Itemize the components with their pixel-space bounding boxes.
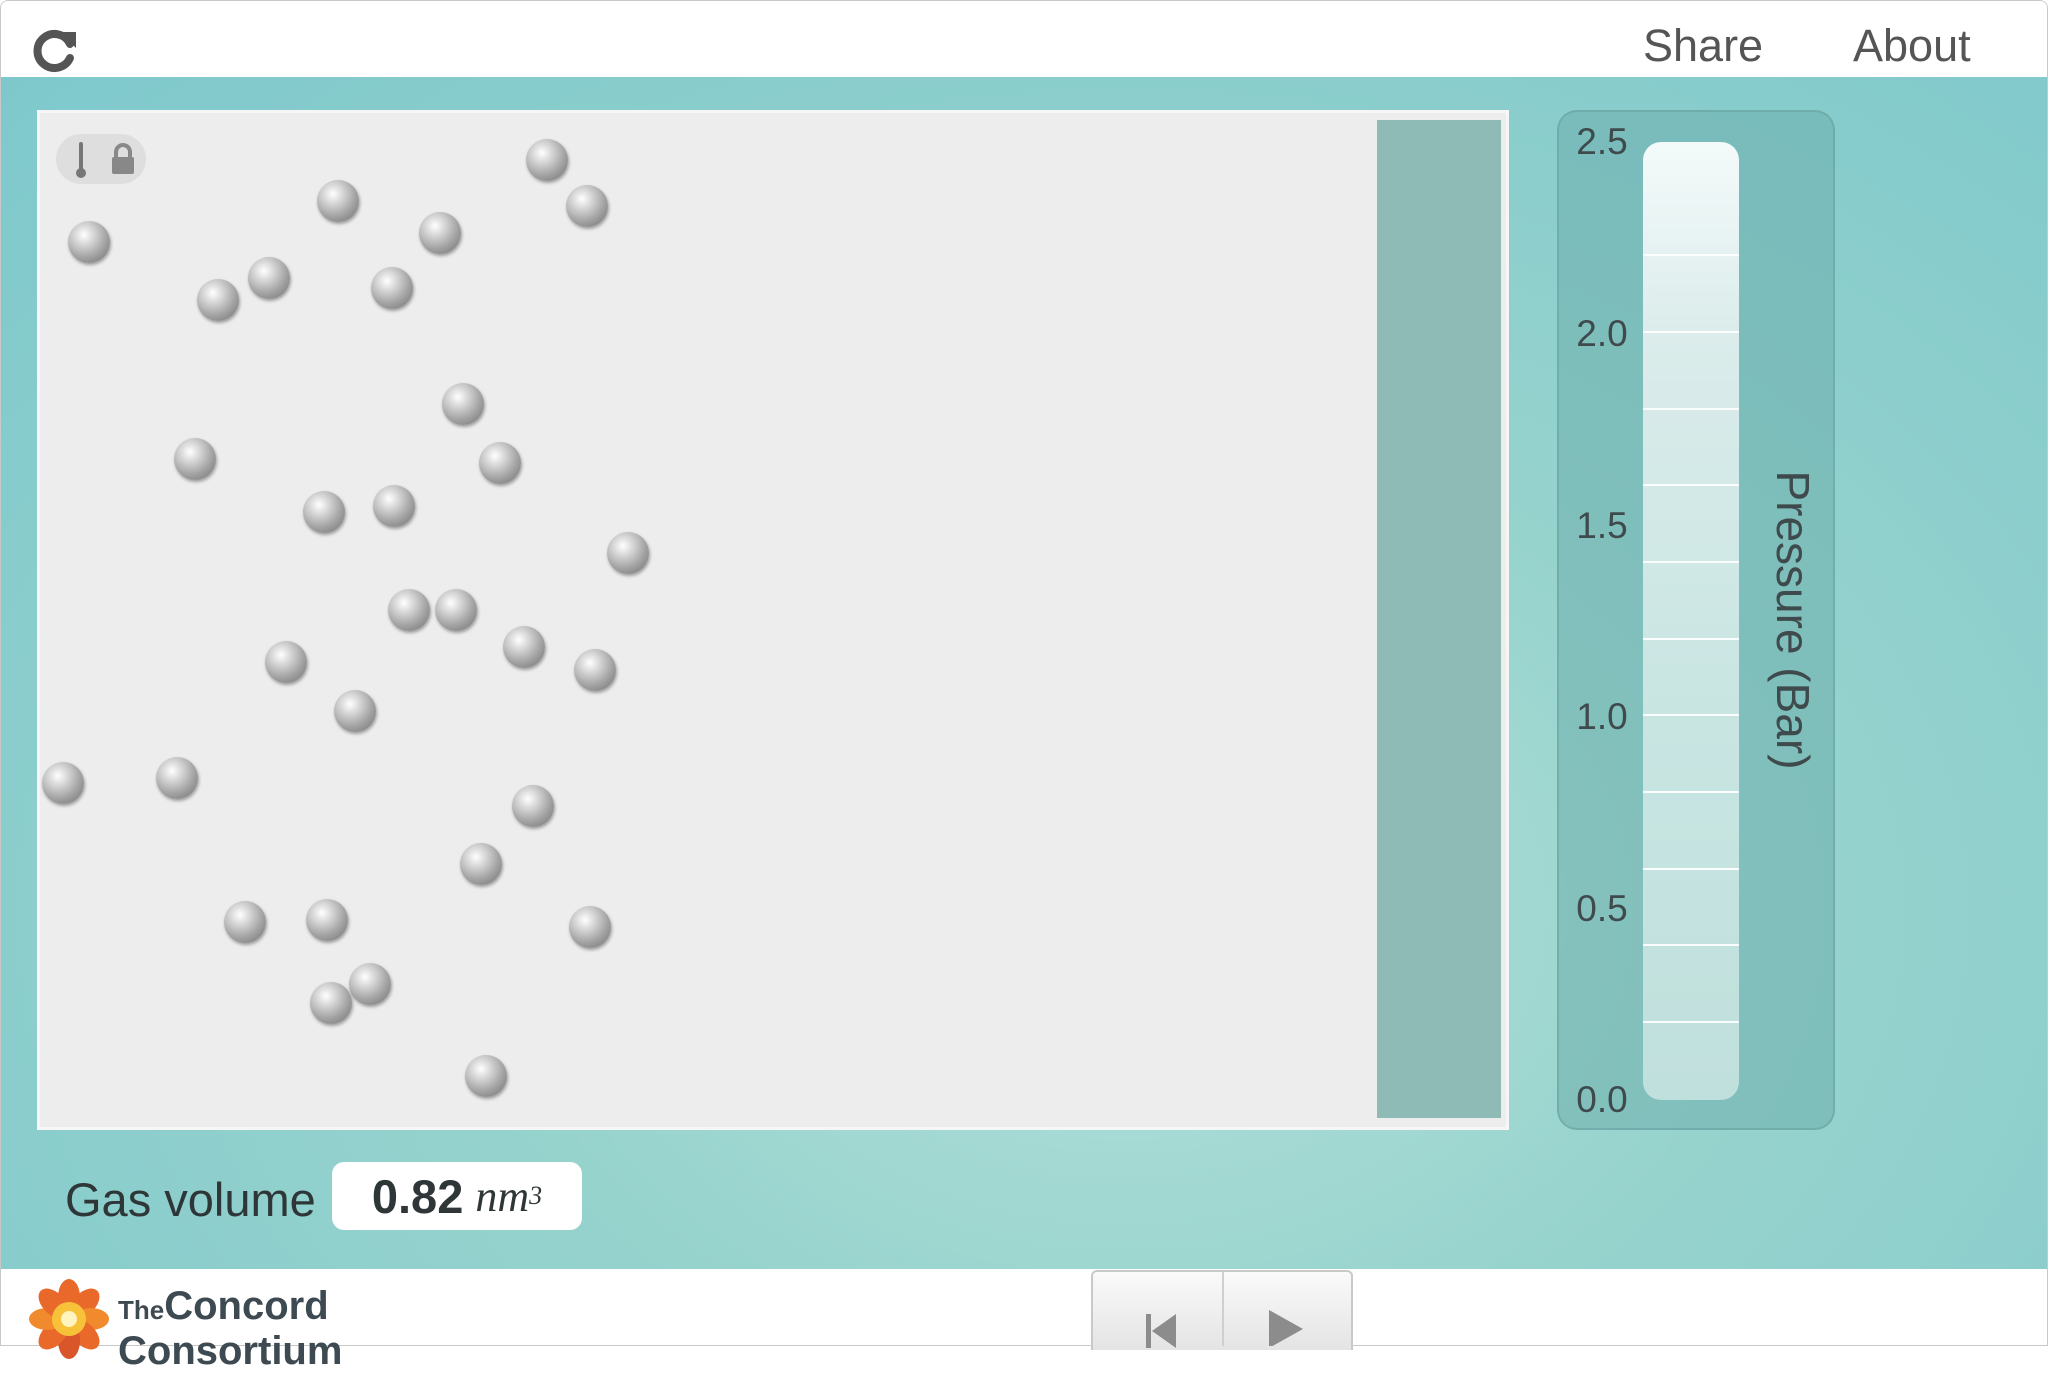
share-link[interactable]: Share xyxy=(1643,20,1764,71)
gas-particle xyxy=(317,180,359,222)
lock-icon[interactable] xyxy=(110,142,136,176)
gauge-tick-label: 2.0 xyxy=(1576,313,1628,354)
gauge-major-tick xyxy=(1643,331,1739,333)
piston[interactable] xyxy=(1377,120,1501,1118)
gas-particle xyxy=(607,532,649,574)
gas-particle xyxy=(310,982,352,1024)
gas-particle xyxy=(435,589,477,631)
gas-particle xyxy=(303,491,345,533)
gas-particle xyxy=(566,185,608,227)
gas-particle xyxy=(460,843,502,885)
gauge-minor-tick xyxy=(1643,561,1739,563)
gas-particle xyxy=(248,257,290,299)
gauge-major-tick xyxy=(1643,484,1739,486)
logo-concord: Concord xyxy=(164,1284,329,1328)
gas-particle xyxy=(465,1055,507,1097)
gas-particle xyxy=(334,690,376,732)
logo-the: The xyxy=(118,1295,165,1325)
gauge-tick-label: 1.0 xyxy=(1576,696,1628,737)
concord-logo-icon[interactable] xyxy=(26,1276,112,1362)
play-icon[interactable] xyxy=(1265,1306,1305,1348)
gauge-major-tick xyxy=(1643,638,1739,640)
pressure-axis-label: Pressure (Bar) xyxy=(1767,470,1819,770)
gauge-minor-tick xyxy=(1643,408,1739,410)
gas-particle xyxy=(442,383,484,425)
gauge-minor-tick xyxy=(1643,868,1739,870)
rewind-icon[interactable] xyxy=(1142,1308,1182,1348)
gas-particle xyxy=(388,589,430,631)
gas-volume-unit-exponent: 3 xyxy=(529,1181,543,1210)
gas-particle xyxy=(574,649,616,691)
concord-logo-text[interactable]: TheConcord Consortium xyxy=(118,1286,343,1373)
gas-particle xyxy=(371,267,413,309)
gas-particle xyxy=(306,899,348,941)
gas-particle xyxy=(349,963,391,1005)
gas-volume-label: Gas volume xyxy=(65,1173,316,1226)
gas-particle xyxy=(512,785,554,827)
gas-particle xyxy=(197,279,239,321)
gauge-minor-tick xyxy=(1643,714,1739,716)
gauge-major-tick xyxy=(1643,944,1739,946)
thermometer-icon xyxy=(72,140,90,180)
gas-particle xyxy=(224,901,266,943)
gas-volume-unit: nm xyxy=(475,1171,530,1221)
gauge-tick-label: 2.5 xyxy=(1576,121,1628,162)
about-link[interactable]: About xyxy=(1853,20,1971,71)
gauge-tick-label: 1.5 xyxy=(1576,505,1628,546)
gas-particle xyxy=(373,485,415,527)
reload-icon[interactable] xyxy=(26,22,82,78)
gas-particle xyxy=(526,139,568,181)
gauge-minor-tick xyxy=(1643,254,1739,256)
gas-particle xyxy=(42,762,84,804)
gas-particle xyxy=(174,438,216,480)
playback-divider xyxy=(1222,1272,1224,1346)
logo-consortium: Consortium xyxy=(118,1329,343,1373)
gas-particle xyxy=(503,626,545,668)
gauge-tick-label: 0.5 xyxy=(1576,888,1628,929)
gauge-major-tick xyxy=(1643,791,1739,793)
gas-volume-readout: 0.82 nm 3 xyxy=(332,1162,582,1230)
gas-particle xyxy=(156,757,198,799)
pressure-gauge-tube xyxy=(1643,142,1739,1100)
gas-particle xyxy=(479,442,521,484)
top-bar xyxy=(1,1,2047,77)
gas-particle xyxy=(68,221,110,263)
gas-particle xyxy=(419,212,461,254)
gas-particle xyxy=(569,906,611,948)
gauge-tick-label: 0.0 xyxy=(1576,1079,1628,1120)
gas-volume-value: 0.82 xyxy=(371,1169,464,1223)
gas-particle xyxy=(265,641,307,683)
footer xyxy=(1,1269,2047,1345)
gauge-minor-tick xyxy=(1643,1021,1739,1023)
